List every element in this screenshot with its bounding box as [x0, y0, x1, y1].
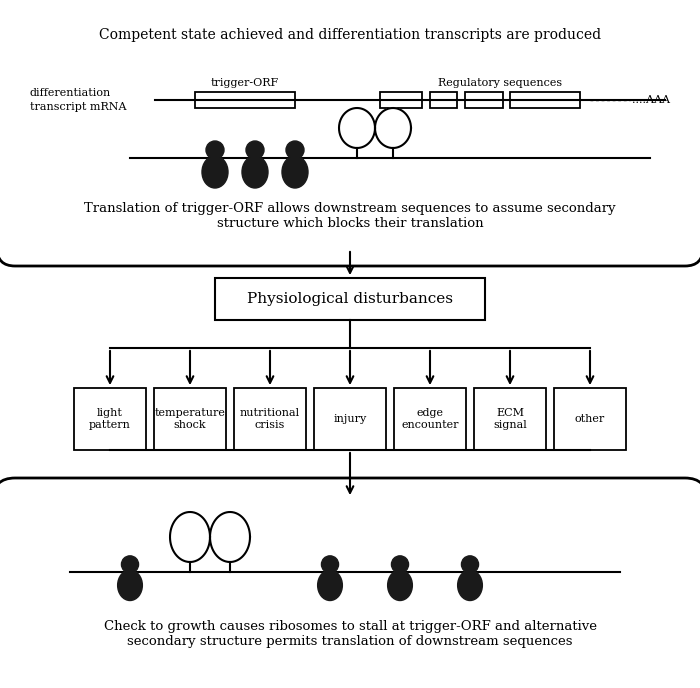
- Bar: [154, 388, 226, 450]
- Ellipse shape: [318, 570, 342, 601]
- Text: differentiation
transcript mRNA: differentiation transcript mRNA: [30, 88, 127, 112]
- Ellipse shape: [458, 570, 482, 601]
- Text: other: other: [575, 414, 605, 424]
- Bar: [74, 388, 146, 450]
- Text: Translation of trigger-ORF allows downstream sequences to assume secondary
struc: Translation of trigger-ORF allows downst…: [84, 202, 616, 230]
- Ellipse shape: [242, 156, 268, 188]
- Bar: [215, 278, 485, 320]
- Polygon shape: [170, 512, 210, 562]
- Ellipse shape: [206, 141, 224, 159]
- Bar: [380, 92, 422, 108]
- Text: Competent state achieved and differentiation transcripts are produced: Competent state achieved and differentia…: [99, 28, 601, 42]
- Text: Physiological disturbances: Physiological disturbances: [247, 292, 453, 306]
- Text: temperature
shock: temperature shock: [155, 408, 225, 430]
- Text: ECM
signal: ECM signal: [493, 408, 527, 430]
- FancyBboxPatch shape: [0, 478, 700, 688]
- Ellipse shape: [461, 556, 479, 573]
- Ellipse shape: [391, 556, 409, 573]
- Text: light
pattern: light pattern: [89, 408, 131, 430]
- Text: injury: injury: [333, 414, 367, 424]
- Text: Regulatory sequences: Regulatory sequences: [438, 78, 562, 88]
- Polygon shape: [375, 108, 411, 148]
- Bar: [554, 388, 626, 450]
- Ellipse shape: [118, 570, 142, 601]
- Ellipse shape: [202, 156, 228, 188]
- Ellipse shape: [286, 141, 304, 159]
- Polygon shape: [339, 108, 375, 148]
- Text: nutritional
crisis: nutritional crisis: [240, 408, 300, 430]
- Bar: [314, 388, 386, 450]
- Bar: [430, 92, 457, 108]
- Bar: [510, 92, 580, 108]
- Bar: [465, 92, 503, 108]
- Text: ....AAA: ....AAA: [632, 95, 670, 105]
- Bar: [195, 92, 295, 108]
- Ellipse shape: [321, 556, 339, 573]
- FancyBboxPatch shape: [0, 0, 700, 266]
- Bar: [394, 388, 466, 450]
- Polygon shape: [210, 512, 250, 562]
- Ellipse shape: [388, 570, 412, 601]
- Bar: [234, 388, 306, 450]
- Ellipse shape: [122, 556, 139, 573]
- Text: trigger-ORF: trigger-ORF: [211, 78, 279, 88]
- Ellipse shape: [246, 141, 264, 159]
- Bar: [474, 388, 546, 450]
- Text: Check to growth causes ribosomes to stall at trigger-ORF and alternative
seconda: Check to growth causes ribosomes to stal…: [104, 620, 596, 648]
- Ellipse shape: [282, 156, 308, 188]
- Text: edge
encounter: edge encounter: [401, 408, 458, 430]
